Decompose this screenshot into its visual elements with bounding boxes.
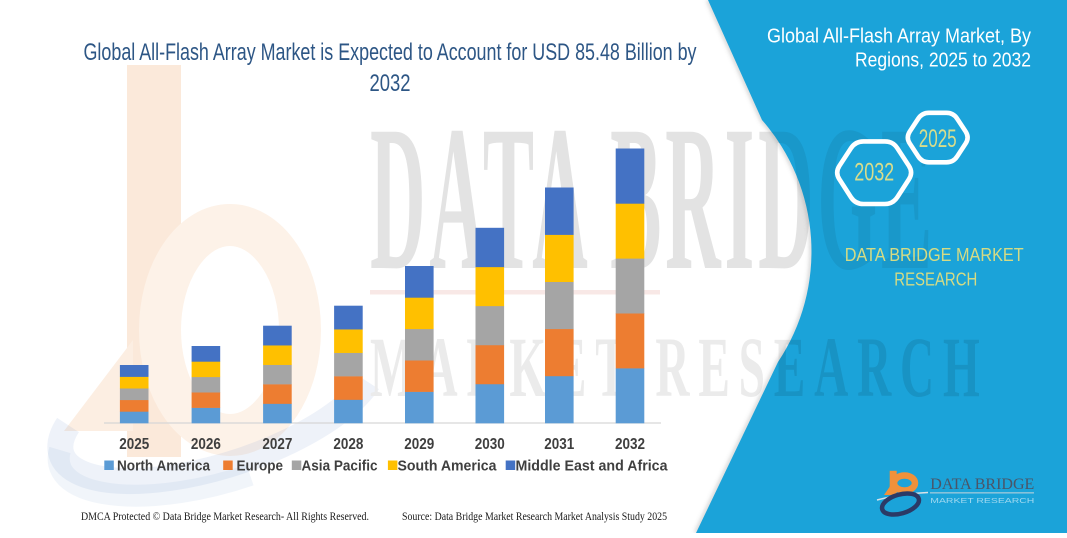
svg-text:Source: Data Bridge Market Res: Source: Data Bridge Market Research Mark… [402, 511, 667, 523]
svg-text:Global All-Flash Array Market,: Global All-Flash Array Market, By [767, 26, 1031, 48]
svg-text:Europe: Europe [237, 458, 284, 475]
svg-text:Middle East and Africa: Middle East and Africa [516, 458, 669, 475]
svg-text:South America: South America [398, 458, 498, 475]
svg-text:2032: 2032 [370, 70, 411, 97]
svg-text:2032: 2032 [854, 159, 894, 187]
svg-text:MARKET RESEARCH: MARKET RESEARCH [930, 496, 1034, 505]
svg-text:2032: 2032 [615, 436, 645, 453]
svg-text:2029: 2029 [404, 436, 434, 453]
svg-text:2025: 2025 [919, 125, 957, 153]
svg-text:Regions, 2025 to 2032: Regions, 2025 to 2032 [855, 50, 1031, 72]
svg-text:DATA BRIDGE MARKET: DATA BRIDGE MARKET [845, 244, 1024, 265]
svg-text:Asia Pacific: Asia Pacific [302, 458, 378, 475]
svg-text:2027: 2027 [262, 436, 292, 453]
svg-text:RESEARCH: RESEARCH [894, 269, 977, 290]
svg-text:Global All-Flash Array Market: Global All-Flash Array Market is Expecte… [84, 39, 698, 66]
svg-text:DMCA Protected © Data Bridge M: DMCA Protected © Data Bridge Market Rese… [81, 511, 369, 523]
svg-text:2031: 2031 [544, 436, 574, 453]
svg-text:2025: 2025 [119, 436, 149, 453]
svg-text:North America: North America [117, 458, 211, 475]
svg-text:2026: 2026 [191, 436, 221, 453]
svg-text:DATA BRIDGE: DATA BRIDGE [930, 476, 1034, 493]
svg-text:2030: 2030 [475, 436, 505, 453]
svg-text:2028: 2028 [333, 436, 363, 453]
